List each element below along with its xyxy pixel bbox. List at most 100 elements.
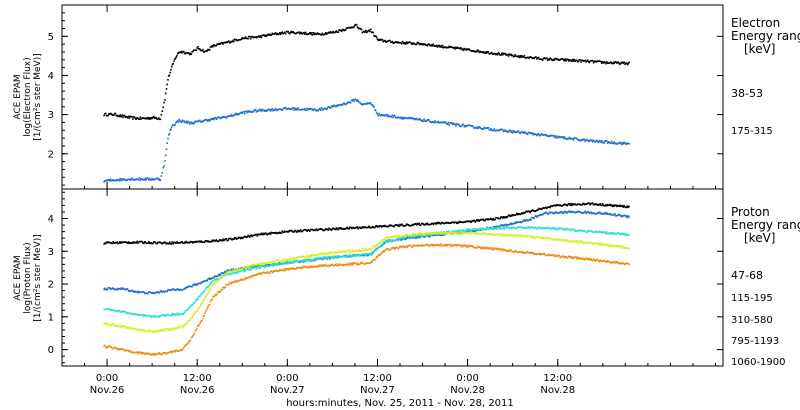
data-point-proton-795-1193 [223, 275, 226, 277]
data-point-proton-795-1193 [289, 257, 292, 259]
data-point-proton-47-68 [485, 218, 487, 221]
data-point-proton-47-68 [346, 226, 349, 229]
data-point-proton-795-1193 [201, 302, 203, 304]
data-point-electron-175-315 [541, 133, 543, 135]
data-point-electron-175-315 [338, 104, 340, 107]
data-point-proton-47-68 [395, 224, 398, 226]
data-point-electron-38-53 [243, 37, 246, 40]
data-point-electron-38-53 [451, 46, 454, 49]
data-point-electron-38-53 [206, 50, 208, 52]
data-point-electron-175-315 [225, 117, 228, 119]
data-point-proton-795-1193 [388, 236, 390, 238]
data-point-electron-38-53 [226, 41, 228, 44]
data-point-proton-310-580 [147, 315, 149, 317]
data-point-electron-38-53 [168, 74, 171, 77]
data-point-proton-1060-1900 [191, 336, 193, 338]
data-point-electron-175-315 [326, 107, 329, 110]
data-point-proton-47-68 [481, 218, 484, 221]
data-point-electron-175-315 [289, 108, 292, 110]
data-point-electron-175-315 [465, 124, 468, 127]
data-point-proton-310-580 [318, 256, 320, 259]
data-point-proton-310-580 [405, 236, 407, 239]
data-point-proton-47-68 [501, 217, 504, 219]
data-point-proton-310-580 [552, 228, 555, 230]
data-point-proton-1060-1900 [135, 351, 137, 354]
data-point-electron-38-53 [547, 58, 550, 61]
data-point-electron-38-53 [485, 52, 487, 54]
data-point-electron-38-53 [222, 43, 224, 45]
data-point-electron-175-315 [459, 125, 461, 128]
data-point-electron-38-53 [426, 44, 429, 47]
data-point-electron-38-53 [262, 34, 264, 37]
data-point-electron-38-53 [365, 29, 367, 32]
data-point-proton-47-68 [348, 228, 350, 230]
data-point-electron-38-53 [244, 36, 247, 38]
data-point-electron-175-315 [353, 100, 355, 103]
data-point-proton-310-580 [586, 231, 588, 234]
data-point-proton-115-195 [538, 214, 541, 217]
data-point-electron-38-53 [425, 44, 427, 46]
data-point-proton-795-1193 [106, 322, 109, 324]
data-point-proton-795-1193 [333, 252, 335, 255]
data-point-proton-795-1193 [370, 248, 372, 251]
data-point-electron-175-315 [615, 143, 617, 145]
data-point-electron-38-53 [338, 29, 340, 31]
data-point-electron-38-53 [598, 60, 601, 62]
data-point-proton-310-580 [170, 314, 173, 317]
data-point-electron-175-315 [246, 111, 248, 114]
electron-y-label: ACE EPAM log(Electron Flux) [1/(cm²s ste… [13, 53, 43, 140]
data-point-proton-795-1193 [260, 262, 263, 264]
data-point-proton-795-1193 [281, 260, 284, 262]
data-point-proton-115-195 [417, 236, 420, 238]
data-point-electron-175-315 [204, 119, 207, 121]
data-point-electron-175-315 [148, 177, 151, 180]
data-point-electron-175-315 [539, 134, 541, 137]
data-point-proton-310-580 [177, 312, 179, 314]
data-point-proton-115-195 [166, 290, 168, 293]
data-point-proton-1060-1900 [460, 246, 462, 248]
data-point-proton-310-580 [484, 228, 486, 230]
data-point-proton-310-580 [469, 228, 471, 230]
data-point-electron-38-53 [259, 35, 262, 37]
data-point-electron-38-53 [260, 36, 263, 39]
data-point-proton-115-195 [574, 211, 576, 214]
data-point-proton-1060-1900 [579, 257, 581, 259]
data-point-electron-38-53 [284, 31, 286, 34]
data-point-electron-38-53 [438, 44, 440, 47]
data-point-proton-310-580 [268, 265, 270, 267]
data-point-proton-310-580 [196, 298, 199, 301]
data-point-proton-47-68 [294, 230, 296, 232]
data-point-proton-1060-1900 [219, 290, 222, 293]
legend-entry-electron-175-315: 175-315 [731, 126, 773, 137]
data-point-proton-795-1193 [617, 245, 620, 248]
data-point-proton-115-195 [153, 292, 155, 295]
data-point-proton-47-68 [255, 233, 258, 236]
proton-y-label-line-3: [1/(cm²s ster MeV)] [33, 234, 43, 321]
data-point-proton-795-1193 [320, 252, 323, 254]
data-point-electron-38-53 [148, 118, 150, 120]
data-point-proton-795-1193 [296, 256, 299, 258]
data-point-proton-795-1193 [610, 244, 612, 247]
data-point-proton-310-580 [571, 228, 573, 230]
data-point-proton-310-580 [188, 306, 191, 309]
data-point-proton-795-1193 [519, 236, 521, 238]
data-point-electron-38-53 [308, 33, 310, 35]
data-point-proton-310-580 [412, 235, 415, 238]
data-point-proton-310-580 [463, 230, 465, 232]
data-point-proton-47-68 [422, 223, 425, 225]
data-point-proton-310-580 [330, 255, 333, 258]
data-point-proton-1060-1900 [425, 244, 427, 247]
data-point-electron-38-53 [569, 59, 571, 62]
data-point-proton-310-580 [471, 228, 474, 230]
data-point-proton-1060-1900 [318, 264, 320, 267]
data-point-proton-1060-1900 [345, 263, 348, 265]
data-point-proton-1060-1900 [296, 266, 299, 269]
data-point-electron-38-53 [232, 39, 234, 42]
data-point-electron-38-53 [573, 58, 576, 61]
data-point-proton-115-195 [419, 236, 421, 239]
data-point-proton-47-68 [292, 231, 294, 233]
data-point-proton-1060-1900 [453, 243, 455, 246]
data-point-proton-795-1193 [591, 241, 593, 244]
data-point-proton-795-1193 [471, 232, 474, 234]
data-point-electron-38-53 [128, 117, 131, 119]
